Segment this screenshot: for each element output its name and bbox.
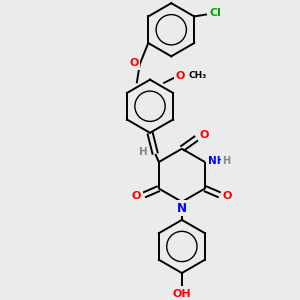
Text: CH₃: CH₃ bbox=[189, 71, 207, 80]
Text: O: O bbox=[223, 191, 232, 201]
Text: O: O bbox=[130, 58, 139, 68]
Text: N: N bbox=[177, 202, 187, 215]
Text: Cl: Cl bbox=[210, 8, 221, 18]
Text: H: H bbox=[222, 156, 230, 166]
Text: O: O bbox=[132, 191, 141, 201]
Text: O: O bbox=[176, 71, 185, 81]
Text: OH: OH bbox=[172, 289, 191, 299]
Text: O: O bbox=[200, 130, 209, 140]
Text: NH: NH bbox=[208, 156, 225, 166]
Text: H: H bbox=[139, 147, 148, 157]
